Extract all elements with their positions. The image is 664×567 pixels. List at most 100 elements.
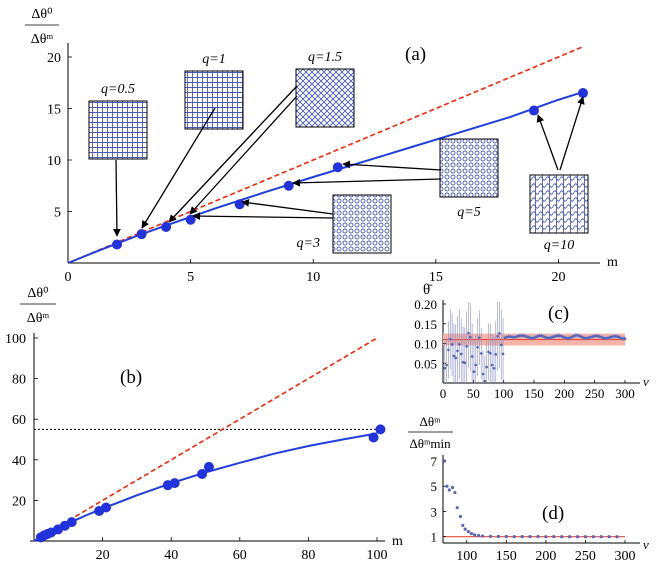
c-xtick-label: 250 (585, 386, 605, 401)
c-data-point (612, 335, 616, 338)
c-data-point (483, 379, 487, 383)
d-data-point (480, 534, 485, 538)
panel-b-y-ticks: 20 40 60 80 100 (5, 332, 38, 509)
a-data-point (283, 180, 294, 191)
a-ytick-label: 15 (47, 103, 61, 118)
c-data-point (489, 351, 492, 355)
panel-d-ylabel-denominator: Δθᵐmin (409, 436, 451, 451)
d-data-point (466, 530, 470, 534)
panel-a: 0 5 10 15 20 5 10 15 20 Δθ⁰ Δθᵐ m (a) q=0.5 q=1… (25, 7, 618, 285)
d-data-point (560, 535, 564, 539)
arrow-q5-a (292, 178, 442, 187)
b-data-point (368, 432, 379, 443)
c-xtick-label: 150 (524, 386, 544, 401)
c-data-point (498, 331, 501, 335)
inset-q5-label: q=5 (457, 205, 480, 220)
d-data-point (568, 535, 572, 539)
panel-a-axes (67, 43, 600, 264)
a-ytick-label: 5 (54, 206, 61, 221)
panel-d-label: (d) (542, 503, 564, 524)
c-data-point (485, 365, 488, 369)
panel-a-xlabel: m (607, 255, 618, 270)
panel-c-points (443, 302, 627, 383)
d-xtick-label: 150 (496, 549, 517, 564)
inset-q1-image (184, 70, 244, 130)
panel-d-points (442, 459, 619, 539)
c-data-point (623, 337, 627, 340)
panel-d-ylabel-numerator: Δθᵐ (420, 414, 442, 429)
inset-q0.5-label: q=0.5 (101, 82, 135, 97)
a-ytick-label: 10 (47, 154, 61, 169)
b-data-point (101, 502, 112, 513)
d-data-point (455, 506, 459, 510)
panel-c: 0 50 100 150 200 250 300 0.05 0.10 0.15 0.20 θ̄ ν… (414, 282, 649, 401)
d-data-point (463, 527, 467, 531)
b-data-point (197, 469, 208, 480)
a-xtick-label: 15 (429, 270, 443, 285)
d-data-point (453, 490, 457, 495)
b-data-point (169, 478, 180, 489)
inset-q1-label: q=1 (202, 52, 225, 67)
panel-b-x-ticks: 20 40 60 80 100 (96, 537, 388, 563)
d-data-point (488, 534, 493, 538)
arrow-q1 (141, 107, 216, 229)
arrow-q3-a (192, 212, 334, 220)
panel-a-label: (a) (405, 44, 426, 65)
c-data-point (556, 334, 559, 337)
c-xtick-label: 300 (615, 386, 635, 401)
a-data-point (112, 239, 123, 250)
c-data-point (487, 350, 490, 354)
c-data-point (481, 372, 485, 376)
c-data-point (476, 345, 479, 349)
panel-b-points (35, 424, 386, 543)
d-data-point (496, 534, 500, 539)
c-data-point (472, 370, 476, 373)
d-data-point (536, 534, 540, 539)
c-xtick-label: 50 (467, 386, 480, 401)
c-xtick-label: 100 (494, 386, 514, 401)
panel-a-x-ticks: 0 5 10 15 20 (65, 259, 565, 285)
b-data-point (203, 461, 214, 472)
c-data-point (458, 343, 461, 346)
c-data-point (454, 356, 458, 360)
a-data-point (234, 199, 245, 210)
a-ytick-label: 20 (47, 51, 61, 66)
panel-a-points (112, 88, 588, 250)
panel-a-arrows (113, 85, 585, 237)
a-data-point (136, 229, 147, 240)
d-data-point (552, 534, 556, 539)
c-data-point (519, 334, 523, 337)
d-data-point (591, 535, 595, 539)
panel-b-xlabel: m (392, 534, 403, 549)
c-data-point (469, 335, 472, 339)
c-data-point (463, 361, 467, 365)
d-data-point (458, 514, 463, 519)
panel-b-ylabel-denominator: Δθᵐ (27, 311, 50, 326)
panel-b: 20 40 60 80 100 20 40 60 80 100 Δθ⁰ Δθᵐ m (b) (5, 286, 403, 563)
c-data-point (496, 335, 499, 338)
inset-q5-image (439, 138, 499, 198)
c-data-point (448, 337, 452, 341)
c-data-point (479, 352, 483, 355)
c-data-point (501, 352, 505, 356)
c-data-point (603, 336, 607, 340)
c-ytick-label: 0.15 (414, 317, 437, 332)
panel-c-x-ticks: 0 50 100 150 200 250 300 (440, 380, 635, 401)
d-xtick-label: 100 (456, 549, 477, 564)
inset-q1.5-image (295, 68, 355, 128)
c-data-point (499, 343, 503, 347)
c-data-point (445, 363, 448, 367)
panel-a-ylabel-numerator: Δθ⁰ (31, 7, 53, 22)
b-ytick-label: 40 (12, 454, 26, 469)
panel-b-lines (33, 337, 381, 542)
c-data-point (452, 354, 456, 358)
panel-d-x-ticks: 100 150 200 250 300 (456, 540, 636, 564)
d-xtick-label: 300 (615, 549, 636, 564)
b-xtick-label: 100 (367, 548, 388, 563)
d-data-point (473, 533, 477, 537)
arrow-q1.5-b (189, 95, 298, 215)
inset-q10-image (529, 174, 589, 234)
panel-d-xlabel: ν (643, 537, 649, 552)
d-data-point (528, 534, 532, 539)
